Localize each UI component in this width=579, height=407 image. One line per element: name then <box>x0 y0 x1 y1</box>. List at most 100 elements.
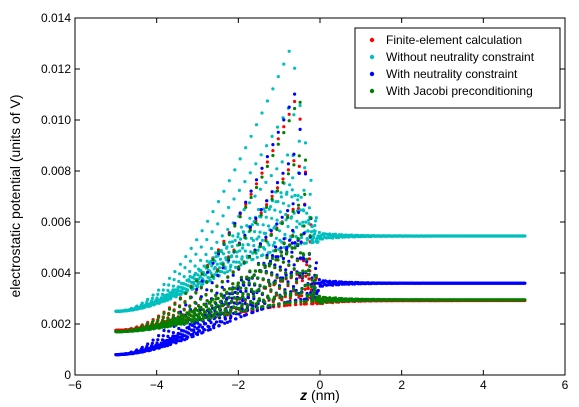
data-point <box>167 293 171 297</box>
data-point <box>236 283 240 288</box>
data-point <box>239 263 243 267</box>
data-point <box>193 325 197 329</box>
data-point <box>218 300 222 304</box>
data-point <box>244 308 248 312</box>
data-point <box>199 306 203 310</box>
data-point <box>226 279 230 283</box>
data-point <box>243 297 247 302</box>
data-point <box>178 262 182 266</box>
data-point <box>292 163 296 167</box>
data-point <box>305 263 309 267</box>
data-point <box>187 313 191 317</box>
data-point <box>226 227 230 232</box>
data-point <box>196 321 200 325</box>
data-point <box>167 312 171 317</box>
data-point <box>309 178 313 182</box>
data-point <box>283 289 287 293</box>
data-point <box>220 320 224 324</box>
data-point <box>241 243 245 247</box>
data-point <box>303 203 307 207</box>
y-tick-label: 0.014 <box>41 11 71 25</box>
data-point <box>286 215 290 220</box>
data-point <box>293 193 297 197</box>
data-point <box>312 293 316 297</box>
data-point <box>146 297 150 301</box>
data-point <box>251 290 255 294</box>
data-point <box>291 202 295 206</box>
data-point <box>295 277 299 281</box>
data-point <box>162 311 166 315</box>
data-point <box>178 305 182 309</box>
data-point <box>275 167 279 171</box>
data-point <box>298 256 303 260</box>
data-point <box>275 222 279 226</box>
data-point <box>286 209 290 213</box>
data-point <box>199 245 203 249</box>
data-point <box>257 297 261 301</box>
data-point <box>215 303 219 307</box>
data-point <box>320 237 324 241</box>
data-point <box>523 298 527 302</box>
data-point <box>209 300 213 304</box>
data-point <box>140 301 144 305</box>
data-point <box>259 213 263 217</box>
data-point <box>226 275 230 279</box>
data-point <box>224 301 228 306</box>
data-point <box>172 320 177 324</box>
data-point <box>316 288 320 293</box>
data-point <box>303 158 308 162</box>
data-point <box>302 224 306 228</box>
data-point <box>213 273 217 277</box>
data-point <box>305 238 310 242</box>
data-point <box>298 222 302 226</box>
data-point <box>233 238 237 242</box>
data-point <box>223 313 227 317</box>
data-point <box>232 305 236 309</box>
series-2 <box>114 49 527 313</box>
y-tick-label: 0 <box>64 368 71 382</box>
data-point <box>239 286 243 290</box>
data-point <box>192 316 196 320</box>
data-point <box>279 195 283 199</box>
data-point <box>251 304 255 308</box>
data-point <box>204 310 208 314</box>
data-point <box>178 297 182 301</box>
data-point <box>247 255 252 259</box>
data-point <box>182 308 186 312</box>
data-point <box>270 256 275 260</box>
data-point <box>267 279 271 283</box>
data-point <box>162 282 166 287</box>
data-point <box>214 310 219 314</box>
data-point <box>251 310 255 314</box>
data-point <box>301 220 305 224</box>
data-point <box>269 288 273 292</box>
data-point <box>167 283 171 287</box>
data-point <box>241 291 245 296</box>
y-tick-label: 0.006 <box>41 215 71 229</box>
data-point <box>237 306 241 310</box>
data-point <box>307 277 311 281</box>
data-point <box>317 294 321 298</box>
data-point <box>298 103 302 108</box>
data-point <box>309 216 313 220</box>
data-point <box>263 265 267 269</box>
data-point <box>204 322 208 326</box>
data-point <box>253 250 257 254</box>
data-point <box>297 164 301 168</box>
data-point <box>258 244 262 248</box>
data-point <box>271 143 275 147</box>
data-point <box>320 284 324 288</box>
data-point <box>242 208 246 212</box>
data-point <box>294 302 298 307</box>
data-point <box>260 166 264 170</box>
data-point <box>273 224 277 228</box>
data-point <box>271 298 275 302</box>
data-point <box>189 285 193 289</box>
data-point <box>256 262 261 267</box>
data-point <box>314 219 318 223</box>
data-point <box>277 285 282 289</box>
data-point <box>292 263 296 267</box>
data-point <box>176 288 180 292</box>
data-point <box>311 240 315 245</box>
data-point <box>239 275 243 280</box>
